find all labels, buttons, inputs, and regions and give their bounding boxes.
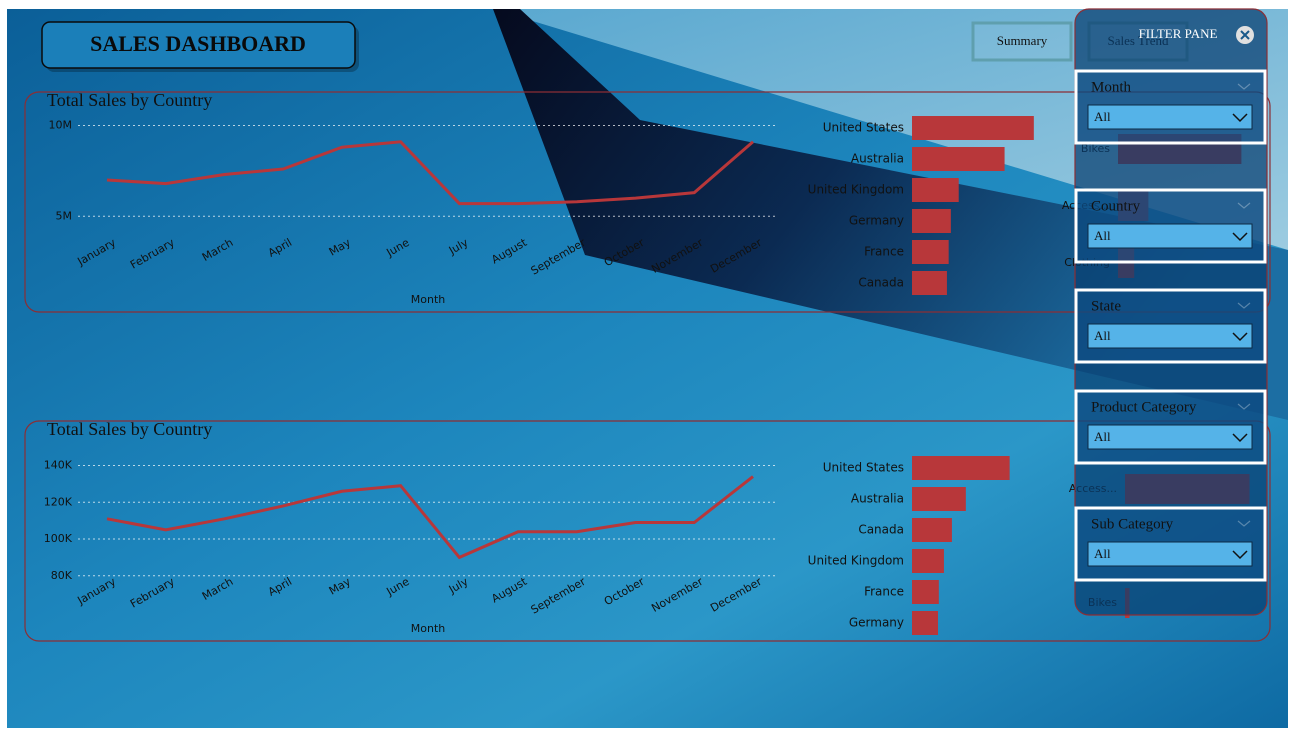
bar — [912, 178, 959, 202]
x-axis-label: Month — [411, 293, 446, 306]
y-tick-label: 10M — [49, 118, 73, 131]
filter-label: State — [1091, 298, 1121, 314]
bar-label: Australia — [851, 492, 904, 506]
bar-label: Germany — [849, 214, 904, 228]
dropdown-chevron — [1232, 433, 1248, 443]
filter-collapse-icon — [1237, 202, 1251, 209]
bar — [912, 240, 949, 264]
filters: Month All Country All State All Product Catego… — [1074, 69, 1267, 582]
bar — [912, 549, 944, 573]
dropdown-value[interactable]: All — [1094, 429, 1111, 444]
panel — [24, 91, 1271, 313]
filter-label: Month — [1091, 79, 1132, 95]
filter-label: Product Category — [1091, 399, 1197, 415]
bar — [912, 456, 1010, 480]
dropdown[interactable] — [1087, 541, 1253, 567]
title-box — [41, 21, 356, 69]
bar-label: France — [864, 245, 904, 259]
dropdown[interactable] — [1087, 223, 1253, 249]
panel-title: Total Sales by Country — [47, 90, 212, 110]
x-axis-label: Month — [411, 622, 446, 635]
bar-label: Canada — [858, 276, 904, 290]
dropdown[interactable] — [1087, 323, 1253, 349]
bar-label: United States — [823, 121, 904, 135]
line — [106, 140, 754, 206]
dropdown-value[interactable]: All — [1094, 328, 1111, 343]
filter-pane-title: FILTER PANE — [1139, 26, 1218, 41]
nav-button-label[interactable]: Summary — [997, 33, 1048, 48]
filter-label: Country — [1091, 198, 1141, 214]
dashboard-title: SALES DASHBOARD — [90, 31, 306, 56]
bar-label: Germany — [849, 616, 904, 630]
nav-button[interactable] — [971, 21, 1073, 62]
filter-collapse-icon — [1237, 83, 1251, 90]
bar — [912, 580, 939, 604]
bar — [912, 611, 938, 635]
filter-collapse-icon — [1237, 302, 1251, 309]
y-tick-label: 120K — [44, 495, 73, 508]
bar — [912, 518, 952, 542]
dropdown[interactable] — [1087, 104, 1253, 130]
bar — [912, 271, 947, 295]
bar-label: United Kingdom — [808, 183, 904, 197]
filter-label: Sub Category — [1091, 516, 1174, 532]
bar-label: United Kingdom — [808, 554, 904, 568]
bar — [912, 147, 1005, 171]
dropdown-chevron — [1232, 232, 1248, 242]
line — [106, 475, 754, 560]
bar — [912, 487, 966, 511]
filter-collapse-icon — [1237, 403, 1251, 410]
y-tick-label: 80K — [51, 569, 73, 582]
dropdown-chevron — [1232, 113, 1248, 123]
y-tick-label: 140K — [44, 459, 73, 472]
dropdown-chevron — [1232, 550, 1248, 560]
bar — [912, 209, 951, 233]
bar-label: Australia — [851, 152, 904, 166]
close-icon — [1240, 30, 1250, 40]
dropdown-value[interactable]: All — [1094, 109, 1111, 124]
dropdown-value[interactable]: All — [1094, 546, 1111, 561]
y-tick-label: 100K — [44, 532, 73, 545]
dropdown-chevron — [1232, 332, 1248, 342]
bar-label: Canada — [858, 523, 904, 537]
dropdown[interactable] — [1087, 424, 1253, 450]
panel-title: Total Sales by Country — [47, 419, 212, 439]
bar-label: United States — [823, 461, 904, 475]
panel — [24, 420, 1271, 642]
dropdown-value[interactable]: All — [1094, 228, 1111, 243]
y-tick-label: 5M — [56, 209, 73, 222]
filter-collapse-icon — [1237, 520, 1251, 527]
bar — [912, 116, 1034, 140]
bar-label: France — [864, 585, 904, 599]
